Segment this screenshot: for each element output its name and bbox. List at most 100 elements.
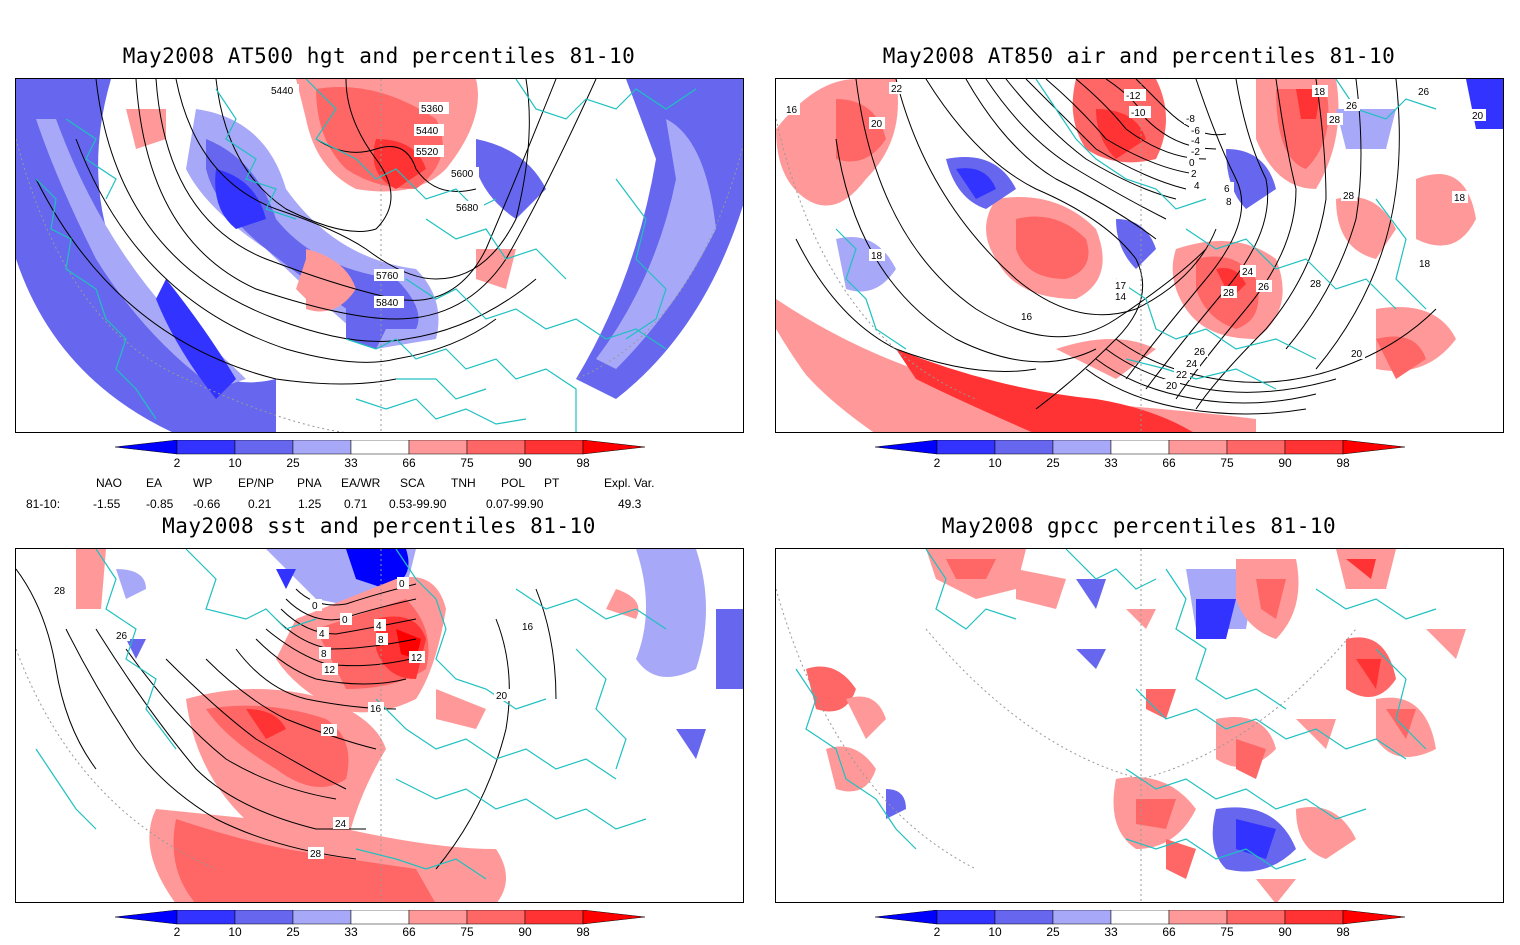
tick-75: 75 (1220, 456, 1234, 470)
tick-75: 75 (460, 925, 474, 939)
svg-text:2: 2 (1191, 169, 1197, 180)
tick-10: 10 (228, 456, 242, 470)
contour-label-air-15: 18 (1312, 85, 1328, 98)
svg-text:8: 8 (378, 635, 384, 646)
svg-text:16: 16 (370, 704, 382, 715)
contour-label-air-16: 26 (1344, 99, 1360, 112)
contour-label-air-10: 0 (1187, 156, 1199, 169)
svg-text:26: 26 (1194, 347, 1206, 358)
svg-text:26: 26 (1346, 101, 1358, 112)
value-sca: 0.53-99.90 (389, 497, 447, 511)
header-epnp: EP/NP (238, 476, 275, 490)
contour-label-air-20: 18 (1452, 191, 1468, 204)
map-sst: 28 26 0 0 4 4 8 12 8 12 16 20 24 28 16 2… (16, 549, 743, 902)
svg-text:-10: -10 (1131, 108, 1146, 119)
contour-label-sst-4: 4 (317, 627, 329, 640)
tick-66: 66 (402, 456, 416, 470)
tick-66: 66 (1162, 925, 1176, 939)
colorbar-gpcc (875, 910, 1405, 925)
tick-75: 75 (1220, 925, 1234, 939)
contour-label-sst-11: 20 (321, 724, 337, 737)
contour-label-air-34: 18 (1417, 257, 1433, 270)
svg-text:8: 8 (1226, 197, 1232, 208)
indices-value-row: 81-10: -1.55 -0.85 -0.66 0.21 1.25 0.71 … (0, 497, 760, 513)
contour-label-air-22: 24 (1240, 265, 1256, 278)
contour-label-air-25: 28 (1308, 277, 1324, 290)
header-nao: NAO (96, 476, 123, 490)
svg-text:20: 20 (871, 119, 883, 130)
map-air: 22 16 20 18 -12 -10 -8 -6 -4 -2 0 2 4 6 … (776, 79, 1503, 432)
contour-label-air-1: 16 (784, 103, 800, 116)
svg-text:24: 24 (1242, 267, 1254, 278)
svg-text:0: 0 (1189, 158, 1195, 169)
tick-66: 66 (402, 925, 416, 939)
header-expl-var: Expl. Var. (604, 476, 655, 490)
tick-2: 2 (933, 456, 941, 470)
contour-label-air-3: 18 (869, 249, 885, 262)
svg-text:14: 14 (1115, 292, 1127, 303)
tick-98: 98 (576, 456, 590, 470)
svg-text:28: 28 (54, 586, 66, 597)
contour-label-air-31: 22 (1174, 368, 1190, 381)
header-ea: EA (146, 476, 163, 490)
map-panel-gpcc (775, 548, 1504, 903)
value-wp: -0.66 (193, 497, 221, 511)
contour-label-5520: 5520 (414, 145, 444, 158)
colorbar-ticks-sst: 2 10 25 33 66 75 90 98 (115, 925, 645, 945)
value-epnp: 0.21 (248, 497, 272, 511)
contour-label-air-2: 20 (869, 117, 885, 130)
svg-text:5520: 5520 (416, 147, 439, 158)
contour-label-air-33: 20 (1349, 347, 1365, 360)
contour-label-air-8: -4 (1189, 134, 1205, 147)
contour-label-sst-3: 0 (340, 613, 352, 626)
header-pna: PNA (297, 476, 322, 490)
svg-text:16: 16 (1021, 312, 1033, 323)
contour-label-sst-8: 8 (376, 633, 388, 646)
contour-label-air-5: -10 (1129, 106, 1151, 119)
svg-text:5440: 5440 (416, 126, 439, 137)
svg-text:18: 18 (1314, 87, 1326, 98)
tick-10: 10 (988, 456, 1002, 470)
contour-label-air-29: 26 (1192, 345, 1208, 358)
contour-label-air-26: 17 (1113, 279, 1129, 292)
svg-text:28: 28 (310, 849, 322, 860)
svg-text:20: 20 (496, 691, 508, 702)
contour-label-5440b: 5440 (414, 124, 444, 137)
header-pol: POL (501, 476, 526, 490)
contour-label-sst-13: 28 (308, 847, 324, 860)
tick-10: 10 (988, 925, 1002, 939)
colorbar-hgt (115, 440, 645, 455)
tick-98: 98 (1336, 456, 1350, 470)
contour-label-air-30: 24 (1184, 357, 1200, 370)
svg-text:18: 18 (1454, 193, 1466, 204)
header-eawr: EA/WR (341, 476, 381, 490)
tick-90: 90 (518, 925, 532, 939)
svg-text:26: 26 (116, 631, 128, 642)
svg-text:24: 24 (1186, 359, 1198, 370)
header-wp: WP (193, 476, 213, 490)
svg-text:22: 22 (1176, 370, 1188, 381)
svg-text:12: 12 (411, 653, 423, 664)
svg-text:8: 8 (321, 649, 327, 660)
svg-text:-2: -2 (1191, 147, 1200, 158)
contour-label-5840: 5840 (374, 296, 404, 309)
colorbar-air (875, 440, 1405, 455)
panel-title-gpcc: May2008 gpcc percentiles 81-10 (941, 514, 1337, 538)
svg-text:-8: -8 (1186, 114, 1195, 125)
contour-label-air-9: -2 (1189, 145, 1205, 158)
value-expl-var: 49.3 (618, 497, 642, 511)
tick-25: 25 (1046, 456, 1060, 470)
value-ea: -0.85 (146, 497, 174, 511)
contour-label-sst-0: 28 (52, 584, 68, 597)
contour-label-air-17: 28 (1327, 113, 1343, 126)
header-tnh: TNH (451, 476, 476, 490)
svg-text:28: 28 (1329, 115, 1341, 126)
contour-label-sst-2: 0 (310, 599, 322, 612)
colorbar-sst (115, 910, 645, 925)
tick-90: 90 (518, 456, 532, 470)
svg-text:0: 0 (399, 579, 405, 590)
contour-label-air-18: 26 (1416, 85, 1432, 98)
svg-text:16: 16 (522, 622, 534, 633)
contour-label-air-24: 26 (1256, 280, 1272, 293)
svg-text:28: 28 (1223, 288, 1235, 299)
